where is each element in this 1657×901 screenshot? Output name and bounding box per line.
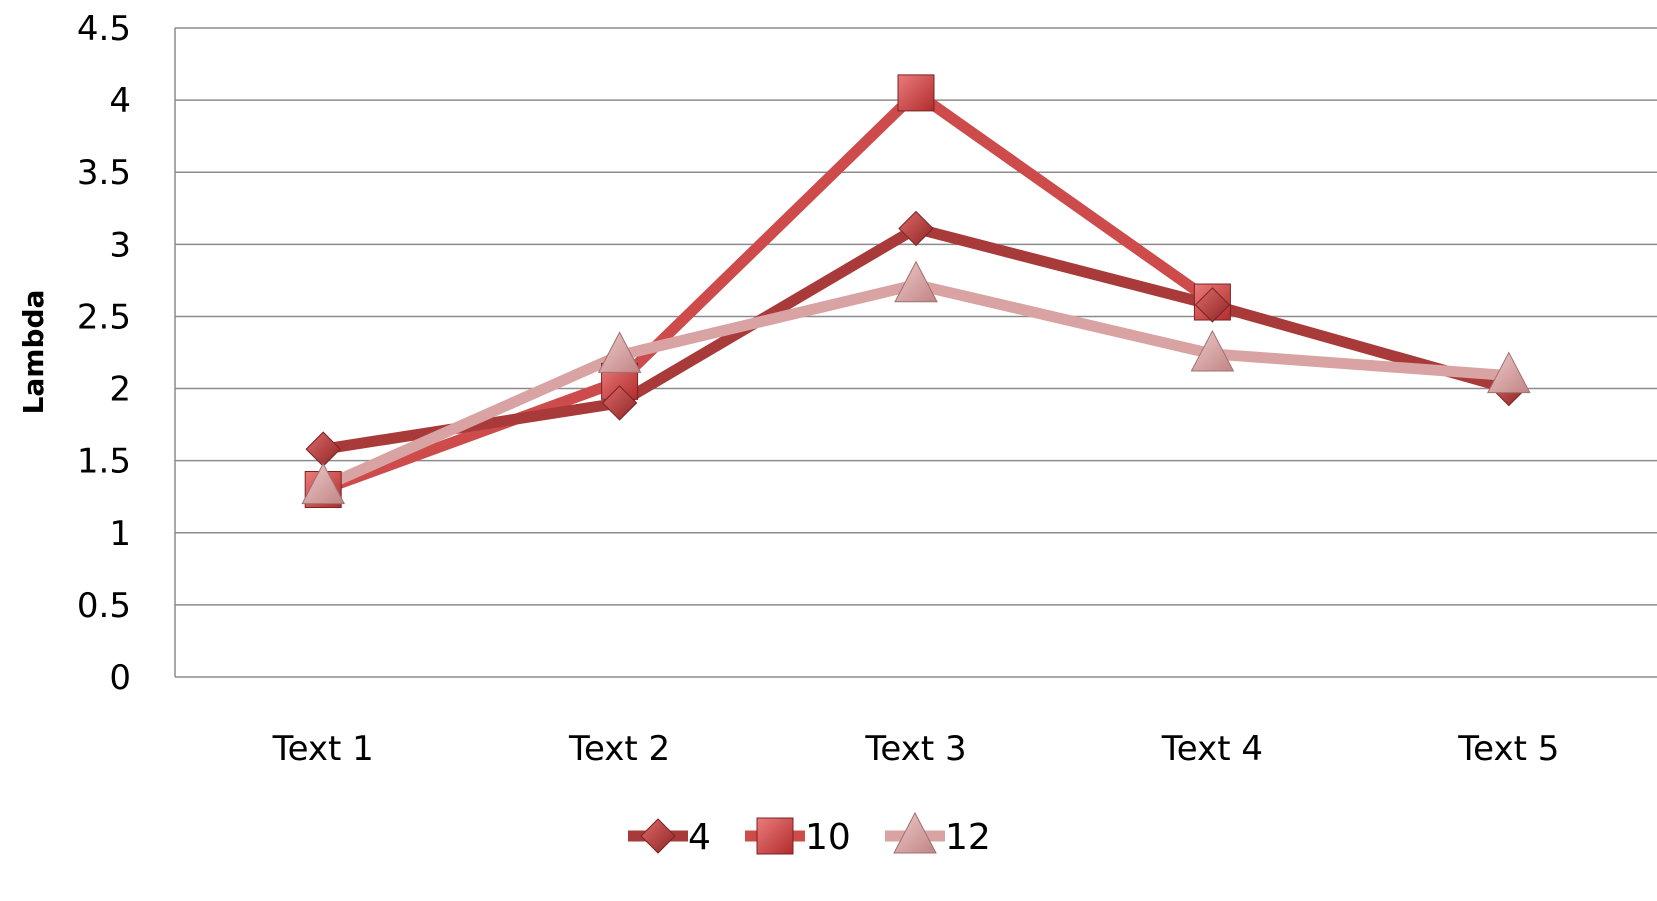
legend-item-10: 10 (745, 817, 851, 858)
x-tick-label: Text 2 (568, 729, 670, 769)
series-10 (317, 87, 1218, 496)
axes (174, 28, 1657, 678)
legend-label: 10 (805, 817, 851, 858)
data-point-12 (894, 260, 938, 303)
y-tick-label: 4 (109, 81, 131, 121)
data-point-10 (897, 74, 935, 112)
legend-item-4: 4 (628, 817, 711, 858)
y-axis-label: Lambda (17, 290, 50, 415)
series-markers-12 (301, 260, 1531, 505)
legend-label: 4 (688, 817, 711, 858)
series-group (301, 74, 1531, 509)
legend-label: 12 (945, 817, 991, 858)
gridlines (175, 27, 1657, 606)
x-tick-label: Text 3 (864, 729, 966, 769)
data-point-4 (601, 385, 638, 421)
y-tick-label: 0.5 (77, 586, 131, 626)
y-tick-label: 2 (109, 370, 131, 410)
y-tick-label: 1 (109, 514, 131, 554)
legend-marker-10 (756, 817, 794, 855)
series-line-10 (317, 87, 1218, 496)
legend-item-12: 12 (885, 811, 991, 858)
data-point-12 (301, 462, 346, 505)
data-point-12 (1190, 329, 1235, 372)
series-line-12 (317, 279, 1515, 493)
legend: 4 10 12 (628, 811, 991, 858)
data-point-12 (1486, 351, 1531, 394)
y-tick-label: 0 (109, 658, 131, 698)
data-point-4 (898, 210, 934, 247)
x-tick-label: Text 4 (1161, 729, 1263, 769)
legend-marker-4 (640, 818, 676, 854)
y-tick-labels: 0 0.5 1 1.5 2 2.5 3 3.5 4 4.5 (77, 9, 131, 698)
y-tick-label: 1.5 (77, 442, 131, 482)
x-tick-label: Text 5 (1457, 729, 1559, 769)
y-tick-label: 3 (109, 225, 131, 265)
y-tick-label: 3.5 (77, 153, 131, 193)
series-12 (317, 279, 1515, 493)
legend-marker-12 (893, 811, 937, 854)
y-tick-label: 2.5 (77, 297, 131, 337)
x-tick-labels: Text 1 Text 2 Text 3 Text 4 Text 5 (272, 729, 1560, 769)
x-tick-label: Text 1 (272, 729, 374, 769)
data-point-12 (597, 331, 642, 373)
y-tick-label: 4.5 (77, 9, 131, 49)
data-point-4 (1194, 287, 1231, 323)
